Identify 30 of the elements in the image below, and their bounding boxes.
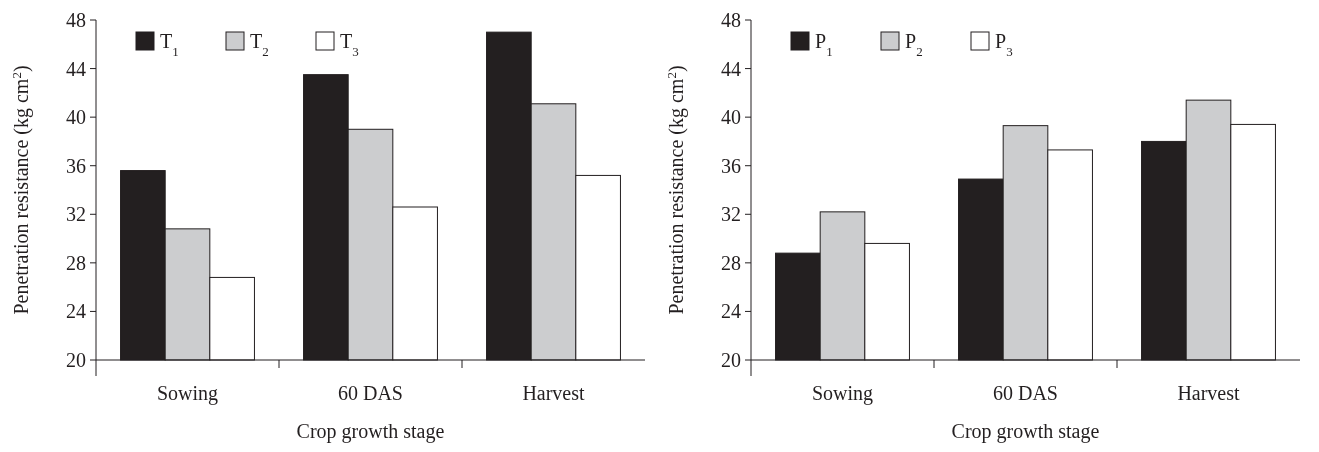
legend-label: P$_{2}$ <box>905 30 923 59</box>
x-tick-label: 60 DAS <box>992 382 1059 404</box>
y-tick-label: 36 <box>66 154 86 177</box>
y-tick-label: 32 <box>721 203 741 226</box>
legend-label: P$_{3}$ <box>995 30 1013 59</box>
y-tick-label: 24 <box>721 300 741 323</box>
legend-label: T$_{2}$ <box>250 30 269 59</box>
x-tick-label: Sowing <box>156 382 219 405</box>
y-tick-label: 24 <box>66 300 86 323</box>
x-tick-label: Harvest <box>1177 382 1241 404</box>
y-tick-label: 28 <box>721 251 741 274</box>
y-tick-label: 48 <box>721 9 741 31</box>
y-tick-label: 40 <box>66 106 86 129</box>
x-axis-title: Crop growth stage <box>951 420 1100 443</box>
x-tick-label: Harvest <box>522 382 586 404</box>
y-tick-label: 40 <box>721 106 741 129</box>
y-tick-label: 32 <box>66 203 86 226</box>
legend-label: T$_{1}$ <box>160 30 179 59</box>
y-tick-label: 44 <box>66 57 86 80</box>
y-tick-label: 36 <box>721 154 741 177</box>
y-tick-label: 44 <box>721 57 741 80</box>
x-axis-title: Crop growth stage <box>296 420 445 443</box>
legend-label: T$_{3}$ <box>340 30 359 59</box>
y-tick-label: 48 <box>66 9 86 31</box>
legend-label: P$_{1}$ <box>815 30 833 59</box>
y-tick-label: 20 <box>66 349 86 371</box>
y-tick-label: 20 <box>721 349 741 371</box>
y-tick-label: 28 <box>66 251 86 274</box>
x-tick-label: 60 DAS <box>337 382 404 404</box>
x-tick-label: Sowing <box>811 382 874 405</box>
